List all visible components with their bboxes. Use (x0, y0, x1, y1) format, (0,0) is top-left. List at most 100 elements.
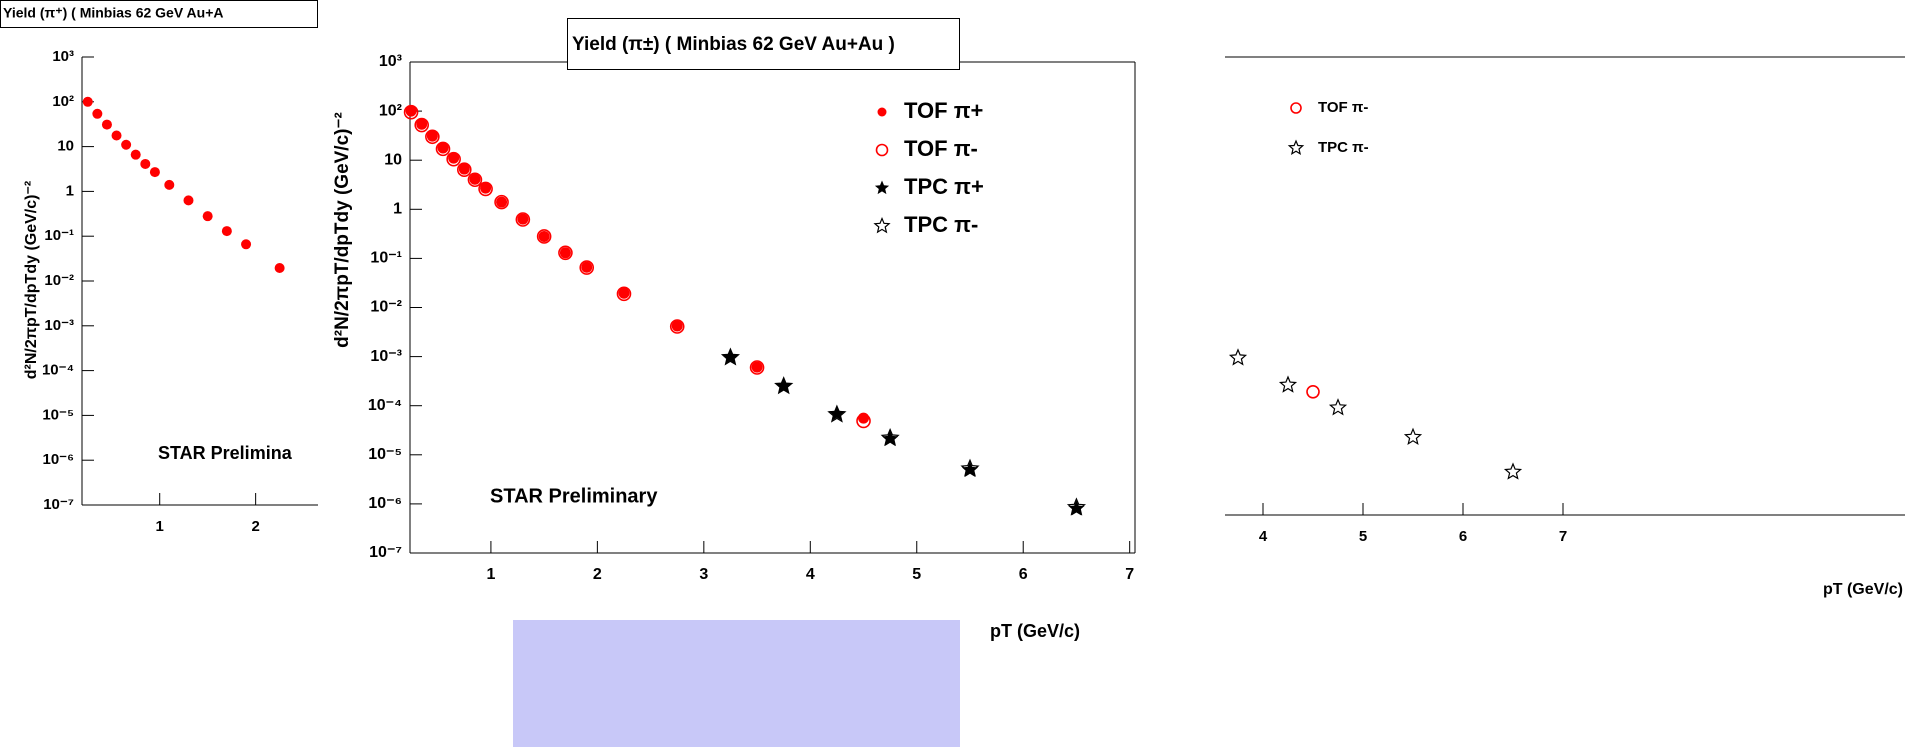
y-tick-label: 10⁻³ (44, 317, 74, 334)
point (720, 347, 740, 366)
y-tick-label: 10³ (52, 48, 74, 65)
point (458, 163, 470, 175)
x-tick-label: 4 (1259, 528, 1268, 545)
point (416, 118, 428, 130)
y-tick-label: 10² (379, 102, 402, 119)
x-tick-label: 7 (1559, 528, 1567, 545)
x-tick-label: 5 (1359, 528, 1367, 545)
point (559, 247, 571, 259)
y-tick-label: 1 (66, 182, 74, 199)
point (496, 196, 508, 208)
point (960, 458, 980, 477)
x-tick-label: 1 (486, 566, 495, 583)
point (164, 179, 175, 190)
point (616, 286, 632, 302)
point (517, 213, 529, 225)
title-box (0, 0, 318, 28)
point (82, 96, 93, 107)
point (426, 130, 438, 142)
x-axis-title: pT (GeV/c) (990, 621, 1080, 641)
point (669, 319, 685, 334)
point (538, 230, 550, 242)
point (856, 413, 871, 429)
point (111, 130, 122, 141)
y-tick-label: 10⁻² (44, 272, 74, 289)
point (1503, 462, 1523, 480)
y-tick-label: 10⁻¹ (370, 250, 402, 267)
y-tick-label: 10 (384, 151, 402, 168)
point (456, 162, 472, 178)
point (140, 158, 151, 169)
point (241, 239, 252, 250)
point (467, 172, 483, 188)
x-tick-label: 4 (806, 566, 815, 583)
y-tick-label: 10⁻² (370, 299, 402, 316)
legend-marker (1290, 102, 1302, 114)
y-tick-label: 10⁻⁷ (43, 496, 74, 513)
info-box (513, 620, 960, 747)
point (751, 361, 763, 373)
legend-label: TOF π+ (904, 98, 983, 123)
point (403, 104, 419, 120)
point (880, 427, 900, 447)
y-tick-label: 10⁻⁶ (42, 451, 74, 468)
annotation: STAR Preliminary (490, 485, 658, 507)
point (92, 108, 103, 119)
point (405, 105, 417, 117)
legend-label: TOF π- (1318, 99, 1368, 116)
point (618, 287, 630, 299)
y-tick-label: 10⁻⁶ (368, 495, 402, 512)
point (149, 167, 160, 178)
chart-title: Yield (π⁺) ( Minbias 62 GeV Au+A (3, 5, 224, 21)
point (1228, 348, 1248, 366)
point (515, 212, 531, 227)
point (478, 181, 493, 197)
point (494, 194, 509, 210)
point (183, 195, 194, 206)
x-tick-label: 2 (251, 518, 259, 535)
right-window: 4 5 6 7 pT (GeV/c) TOF π- TPC π- (1225, 56, 1905, 598)
point (480, 182, 492, 194)
y-tick-label: 10⁻⁵ (368, 446, 402, 463)
y-tick-label: 10⁻¹ (44, 227, 74, 244)
point (274, 263, 285, 274)
legend-label: TPC π- (904, 212, 978, 237)
y-tick-label: 10² (52, 93, 74, 110)
x-axis-title: pT (GeV/c) (1823, 581, 1903, 598)
legend-marker (875, 143, 889, 157)
point (1278, 375, 1298, 393)
legend-label: TPC π+ (904, 174, 984, 199)
point (448, 152, 460, 164)
y-tick-label: 10⁻⁴ (368, 397, 402, 414)
point (414, 117, 430, 133)
point (827, 404, 847, 423)
point (581, 261, 593, 273)
point (1066, 497, 1086, 516)
point (1306, 384, 1320, 399)
x-tick-label: 5 (912, 566, 921, 583)
y-tick-label: 10⁻⁴ (42, 362, 74, 379)
left-window: 10³ 10² 10 1 10⁻¹ 10⁻² 10⁻³ 10⁻⁴ 10⁻⁵ 10⁻⁶ 10⁻⁷ 1 2 Y… (0, 0, 318, 535)
y-axis-title: d²N/2πpT/dpTdy (GeV/c)⁻² (23, 181, 40, 379)
main-window: 10³ 10² 10 1 10⁻¹ 10⁻² 10⁻³ 10⁻⁴ 10⁻⁵ 10⁻⁶ 10⁻⁷ 1 2 3… (332, 18, 1136, 641)
point (1328, 398, 1348, 416)
point (425, 129, 440, 145)
y-tick-label: 10⁻⁵ (42, 406, 74, 423)
x-tick-label: 6 (1459, 528, 1467, 545)
y-axis-title: d²N/2πpT/dpTdy (GeV/c)⁻² (332, 112, 353, 348)
x-tick-label: 6 (1019, 566, 1028, 583)
point (202, 211, 213, 222)
y-tick-label: 10³ (379, 53, 402, 70)
legend-label: TPC π- (1318, 139, 1369, 156)
y-tick-label: 10⁻⁷ (369, 544, 402, 561)
legend-marker (873, 216, 891, 234)
point (437, 142, 449, 154)
point (435, 141, 451, 157)
x-tick-label: 2 (593, 566, 602, 583)
point (671, 320, 683, 332)
point (446, 151, 461, 167)
point (774, 376, 794, 395)
point (749, 360, 765, 375)
x-tick-label: 1 (156, 518, 164, 535)
